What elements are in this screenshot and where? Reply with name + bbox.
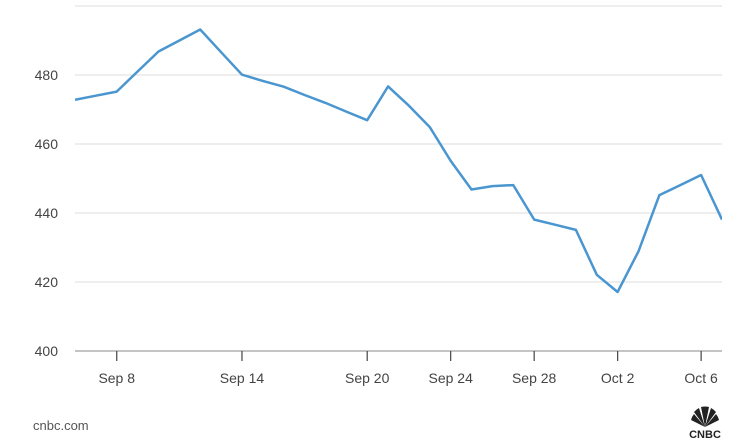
y-axis: 400 420 440 460 480 [35, 67, 59, 359]
y-tick-label: 420 [35, 274, 59, 290]
series-line [75, 28, 722, 294]
x-tick-label: Sep 20 [345, 370, 390, 386]
cnbc-logo: CNBC [689, 406, 721, 440]
y-tick-label: 480 [35, 67, 59, 83]
series-group [75, 28, 722, 294]
x-axis: Sep 8 Sep 14 Sep 20 Sep 24 Sep 28 Oct 2 Oct 6 [98, 351, 718, 386]
y-tick-label: 400 [35, 343, 59, 359]
gridlines [75, 5, 722, 352]
x-tick-label: Sep 24 [428, 370, 473, 386]
y-tick-label: 460 [35, 136, 59, 152]
x-tick-label: Sep 28 [512, 370, 557, 386]
x-tick-label: Sep 14 [220, 370, 265, 386]
source-credit: cnbc.com [33, 418, 89, 433]
y-tick-label: 440 [35, 205, 59, 221]
peacock-icon [691, 406, 719, 427]
x-tick-label: Oct 2 [601, 370, 635, 386]
x-tick-label: Sep 8 [98, 370, 135, 386]
x-tick-label: Oct 6 [684, 370, 718, 386]
logo-text: CNBC [689, 429, 721, 440]
